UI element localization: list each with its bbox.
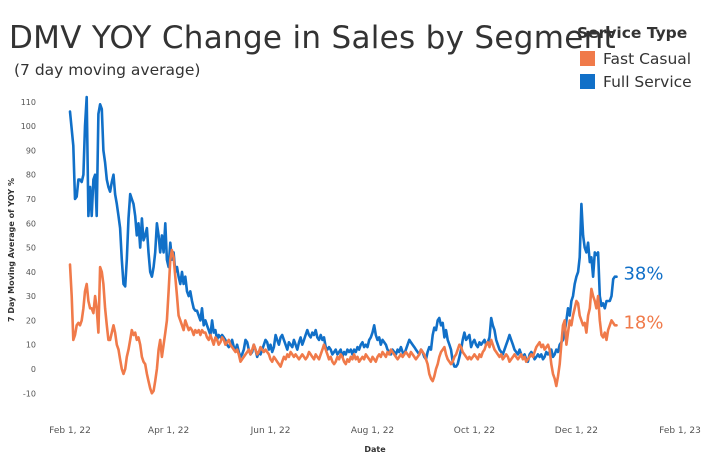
y-tick-label: 90 — [26, 146, 36, 155]
y-tick-label: 80 — [26, 171, 36, 180]
end-label-fast-casual: 18% — [623, 312, 663, 333]
y-tick-label: 0 — [31, 365, 36, 374]
x-tick-label: Jun 1, 22 — [250, 426, 291, 436]
chart-subtitle: (7 day moving average) — [14, 61, 201, 79]
series-line-fast-casual[interactable] — [68, 248, 618, 395]
legend-label-fast-casual: Fast Casual — [603, 49, 692, 68]
legend-label-full-service: Full Service — [603, 72, 692, 91]
x-tick-label: Aug 1, 22 — [351, 426, 394, 436]
legend: Service Type Fast Casual Full Service — [577, 24, 692, 93]
x-axis: Feb 1, 22 Apr 1, 22 Jun 1, 22 Aug 1, 22 Oct … — [49, 426, 701, 436]
legend-swatch-fast-casual — [580, 51, 595, 66]
x-tick-label: Apr 1, 22 — [148, 426, 189, 436]
y-tick-label: -10 — [23, 389, 36, 398]
y-tick-label: 30 — [26, 292, 36, 301]
y-tick-label: 50 — [26, 244, 36, 253]
end-label-full-service: 38% — [623, 264, 663, 285]
x-tick-label: Dec 1, 22 — [555, 426, 598, 436]
y-tick-label: 60 — [26, 219, 36, 228]
y-tick-label: 10 — [26, 341, 36, 350]
y-tick-label: 40 — [26, 268, 36, 277]
x-tick-label: Feb 1, 23 — [659, 426, 701, 436]
legend-swatch-full-service — [580, 74, 595, 89]
chart-title: DMV YOY Change in Sales by Segment — [9, 20, 617, 56]
series-lines — [68, 95, 618, 395]
legend-title: Service Type — [577, 24, 688, 42]
y-tick-label: 100 — [21, 122, 36, 131]
y-axis-title: 7 Day Moving Average of YOY % — [7, 178, 16, 322]
x-tick-label: Oct 1, 22 — [454, 426, 495, 436]
legend-item-full-service[interactable]: Full Service — [577, 70, 692, 93]
end-labels: 38% 18% — [623, 264, 663, 334]
y-tick-label: 20 — [26, 316, 36, 325]
y-tick-label: 70 — [26, 195, 36, 204]
x-tick-label: Feb 1, 22 — [49, 426, 91, 436]
x-axis-title: Date — [364, 445, 386, 454]
y-axis: -10 0 10 20 30 40 50 60 70 80 90 100 110 — [21, 98, 36, 398]
legend-item-fast-casual[interactable]: Fast Casual — [577, 47, 692, 70]
y-tick-label: 110 — [21, 98, 36, 107]
series-line-full-service[interactable] — [68, 95, 618, 368]
